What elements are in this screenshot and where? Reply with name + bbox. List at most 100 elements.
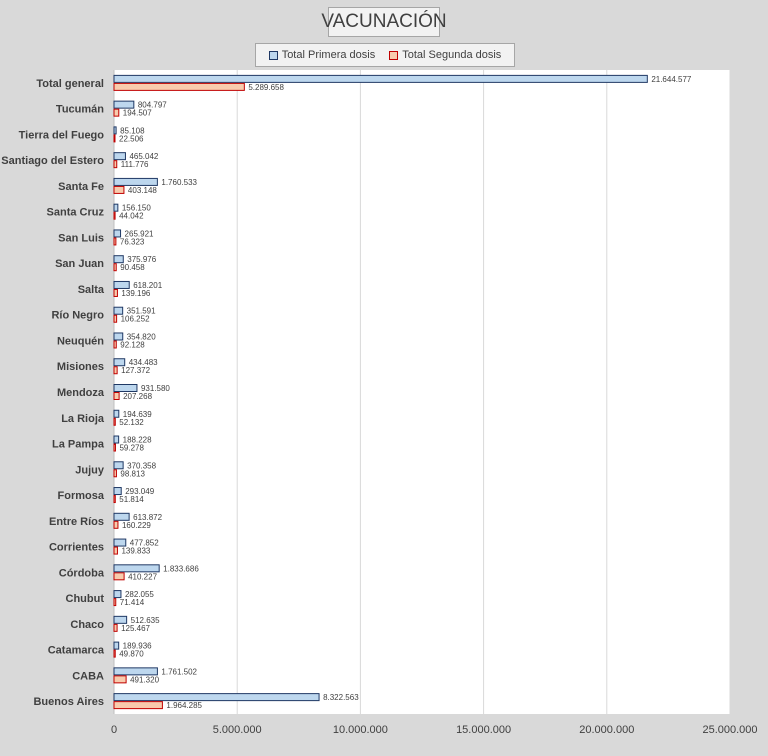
x-tick-label: 25.000.000 bbox=[702, 724, 757, 736]
category-label: Tucumán bbox=[56, 104, 104, 116]
bar-segunda-dosis bbox=[113, 572, 125, 581]
data-label-primera: 354.820 bbox=[127, 332, 156, 341]
data-label-primera: 189.936 bbox=[123, 642, 152, 651]
data-label-segunda: 491.320 bbox=[130, 675, 159, 684]
x-tick-label: 0 bbox=[111, 724, 117, 736]
data-label-primera: 194.639 bbox=[123, 410, 152, 419]
legend-item-primera: Total Primera dosis bbox=[268, 49, 375, 61]
data-label-primera: 293.049 bbox=[125, 487, 154, 496]
plot-area bbox=[114, 70, 730, 714]
bar-primera-dosis bbox=[113, 384, 138, 392]
category-label: Santa Cruz bbox=[47, 207, 105, 219]
data-label-segunda: 59.278 bbox=[119, 444, 144, 453]
data-label-segunda: 90.458 bbox=[120, 263, 145, 272]
category-label: Entre Ríos bbox=[49, 516, 104, 528]
chart-title-text: VACUNACIÓN bbox=[321, 11, 447, 32]
data-label-segunda: 1.964.285 bbox=[166, 701, 202, 710]
data-label-segunda: 5.289.658 bbox=[248, 83, 284, 92]
data-label-segunda: 44.042 bbox=[119, 212, 144, 221]
bar-segunda-dosis bbox=[113, 623, 118, 632]
bar-primera-dosis bbox=[113, 100, 135, 109]
data-label-segunda: 207.268 bbox=[123, 392, 152, 401]
data-label-primera: 265.921 bbox=[125, 229, 154, 238]
bar-segunda-dosis bbox=[113, 701, 163, 710]
data-label-segunda: 22.506 bbox=[119, 134, 144, 143]
bar-segunda-dosis bbox=[113, 82, 245, 91]
bar-segunda-dosis bbox=[113, 443, 116, 452]
bar-segunda-dosis bbox=[113, 263, 117, 272]
data-label-primera: 618.201 bbox=[133, 281, 162, 290]
bar-segunda-dosis bbox=[113, 288, 118, 297]
data-label-segunda: 106.252 bbox=[121, 315, 150, 324]
bar-segunda-dosis bbox=[113, 185, 125, 194]
data-label-segunda: 49.870 bbox=[119, 650, 144, 659]
x-tick-label: 20.000.000 bbox=[579, 724, 634, 736]
data-label-segunda: 403.148 bbox=[128, 186, 157, 195]
data-label-segunda: 76.323 bbox=[120, 237, 145, 246]
data-label-primera: 282.055 bbox=[125, 590, 154, 599]
bar-primera-dosis bbox=[113, 538, 127, 547]
data-label-segunda: 139.833 bbox=[121, 547, 150, 556]
data-label-segunda: 410.227 bbox=[128, 572, 157, 581]
bar-primera-dosis bbox=[113, 693, 320, 702]
bar-segunda-dosis bbox=[113, 675, 127, 684]
bar-primera-dosis bbox=[113, 74, 648, 83]
bar-segunda-dosis bbox=[113, 340, 117, 349]
bar-primera-dosis bbox=[113, 512, 130, 521]
data-label-segunda: 194.507 bbox=[123, 109, 152, 118]
bar-primera-dosis bbox=[113, 280, 130, 289]
data-label-primera: 1.761.502 bbox=[161, 667, 197, 676]
bar-primera-dosis bbox=[113, 332, 124, 341]
data-label-primera: 1.833.686 bbox=[163, 564, 199, 573]
data-label-primera: 512.635 bbox=[131, 616, 160, 625]
data-label-primera: 21.644.577 bbox=[651, 75, 692, 84]
legend-item-segunda: Total Segunda dosis bbox=[389, 49, 501, 61]
data-label-primera: 351.591 bbox=[127, 307, 156, 316]
bar-segunda-dosis bbox=[113, 546, 118, 555]
data-label-segunda: 139.196 bbox=[121, 289, 150, 298]
bar-primera-dosis bbox=[113, 461, 124, 470]
data-label-segunda: 160.229 bbox=[122, 521, 151, 530]
bar-segunda-dosis bbox=[113, 598, 117, 607]
data-label-primera: 465.042 bbox=[129, 152, 158, 161]
data-label-primera: 434.483 bbox=[129, 358, 158, 367]
data-label-primera: 477.852 bbox=[130, 539, 159, 548]
chart-title: VACUNACIÓN bbox=[321, 7, 447, 37]
category-label: Jujuy bbox=[75, 464, 105, 476]
data-label-segunda: 125.467 bbox=[121, 624, 150, 633]
bar-primera-dosis bbox=[113, 126, 117, 135]
bar-segunda-dosis bbox=[113, 237, 117, 246]
chart-legend: Total Primera dosis Total Segunda dosis bbox=[255, 43, 515, 67]
bar-primera-dosis bbox=[113, 152, 126, 161]
bar-segunda-dosis bbox=[113, 469, 117, 478]
category-label: Córdoba bbox=[59, 567, 105, 579]
bar-primera-dosis bbox=[113, 590, 122, 599]
data-label-primera: 156.150 bbox=[122, 204, 151, 213]
bar-primera-dosis bbox=[113, 487, 122, 496]
data-label-primera: 931.580 bbox=[141, 384, 170, 393]
data-label-segunda: 111.776 bbox=[121, 160, 149, 169]
data-label-primera: 1.760.533 bbox=[161, 178, 197, 187]
category-label: Chaco bbox=[70, 619, 104, 631]
category-label: Neuquén bbox=[57, 335, 104, 347]
bar-segunda-dosis bbox=[113, 211, 116, 220]
bar-segunda-dosis bbox=[113, 649, 116, 658]
data-label-segunda: 71.414 bbox=[120, 598, 145, 607]
bar-primera-dosis bbox=[113, 667, 158, 676]
category-label: Corrientes bbox=[49, 542, 104, 554]
category-label: La Rioja bbox=[61, 413, 105, 425]
bar-primera-dosis bbox=[113, 358, 126, 367]
data-label-segunda: 98.813 bbox=[120, 469, 145, 478]
category-label: Chubut bbox=[66, 593, 105, 605]
category-label: San Luis bbox=[58, 232, 104, 244]
bar-segunda-dosis bbox=[113, 520, 119, 529]
bar-primera-dosis bbox=[113, 435, 120, 444]
legend-swatch-segunda bbox=[389, 50, 399, 60]
bar-primera-dosis bbox=[113, 564, 160, 573]
category-label: Santiago del Estero bbox=[1, 155, 104, 167]
bar-primera-dosis bbox=[113, 409, 120, 418]
data-label-primera: 85.108 bbox=[120, 126, 145, 135]
x-tick-label: 10.000.000 bbox=[333, 724, 388, 736]
category-label: Salta bbox=[78, 284, 105, 296]
legend-swatch-primera bbox=[268, 50, 278, 60]
